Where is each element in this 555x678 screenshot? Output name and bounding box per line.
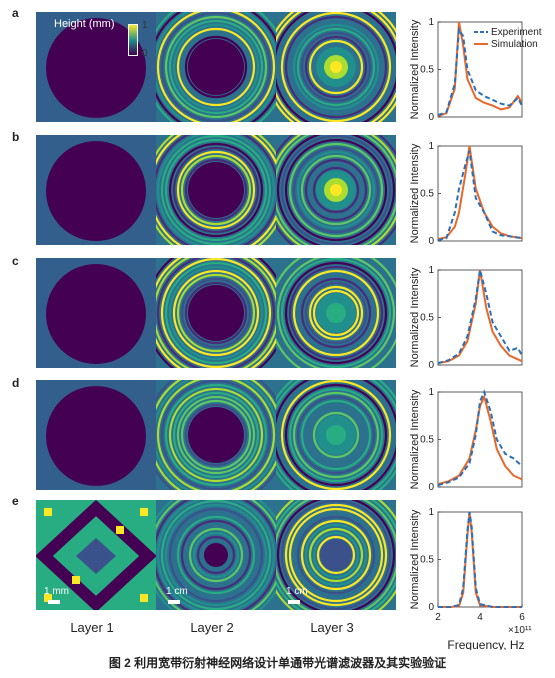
tile-row1-layer2	[156, 12, 276, 122]
spectrum-panel-b: 0 0.5 1 Normalized Intensity	[409, 141, 523, 247]
y-tick-label: 0	[428, 112, 434, 123]
figure-caption: 图 2 利用宽带衍射神经网络设计单通带光谱滤波器及其实验验证	[108, 656, 447, 670]
tile-row1-layer1	[36, 12, 156, 122]
y-tick-label: 0	[428, 602, 434, 613]
x-tick-label: 2	[435, 612, 441, 623]
y-tick-label: 0	[428, 482, 434, 493]
y-tick-label: 0.5	[420, 555, 434, 566]
spectrum-panel-e: 0 0.5 1 2 4 6 Normalized Intensity ×10¹¹ Frequen…	[409, 507, 532, 650]
tile-image	[156, 135, 276, 245]
legend-entry: Simulation	[491, 39, 538, 50]
row-label-e: e	[12, 494, 19, 508]
colorbar-label: Height (mm)	[54, 18, 115, 30]
y-tick-label: 1	[428, 265, 434, 276]
colorbar-gradient	[128, 24, 138, 56]
row-label-c: c	[12, 254, 19, 268]
tile-image	[276, 135, 396, 245]
y-tick-label: 0	[428, 236, 434, 247]
legend-entry: Experiment	[491, 27, 542, 38]
x-tick-label: 4	[477, 612, 483, 623]
tile-row4-layer1	[36, 380, 156, 490]
y-tick-label: 1	[428, 507, 434, 518]
tile-row2-layer1	[36, 135, 156, 245]
tile-row3-layer3	[276, 258, 396, 368]
y-tick-label: 0.5	[420, 435, 434, 446]
x-axis-label: Frequency, Hz	[447, 638, 524, 650]
tile-image	[36, 12, 156, 122]
column-label-layer1: Layer 1	[70, 620, 114, 635]
tile-row5-layer2	[156, 500, 276, 610]
tile-image	[276, 258, 396, 368]
tile-image	[36, 135, 156, 245]
colorbar-min: 0	[142, 48, 148, 59]
y-tick-label: 1	[428, 387, 434, 398]
row-label-a: a	[12, 6, 19, 20]
series-simulation	[437, 21, 523, 117]
tile-image	[276, 380, 396, 490]
scalebar-layer2	[168, 600, 180, 604]
tile-image	[36, 500, 156, 610]
series-experiment	[437, 269, 523, 365]
y-axis-label: Normalized Intensity	[409, 19, 421, 119]
tile-image	[36, 380, 156, 490]
tile-row4-layer2	[156, 380, 276, 490]
series-simulation	[437, 269, 523, 365]
y-tick-label: 0.5	[420, 189, 434, 200]
tile-image	[156, 380, 276, 490]
y-tick-label: 0	[428, 360, 434, 371]
tile-image	[36, 258, 156, 368]
plot-frame	[437, 145, 523, 242]
column-label-layer2: Layer 2	[190, 620, 234, 635]
tile-row2-layer3	[276, 135, 396, 245]
series-simulation	[437, 393, 523, 486]
tile-row5-layer3	[276, 500, 396, 610]
column-label-layer3: Layer 3	[310, 620, 354, 635]
colorbar-max: 1	[142, 20, 148, 31]
series-experiment	[437, 389, 523, 487]
y-axis-label: Normalized Intensity	[409, 389, 421, 489]
tile-image	[156, 12, 276, 122]
x-tick-label: 6	[519, 612, 525, 623]
series-experiment	[438, 511, 522, 608]
scalebar-label-layer3: 1 cm	[286, 586, 308, 597]
spectra-plots: 0 0.5 1 Normalized Intensity ExperimentSimul…	[409, 17, 542, 650]
x-multiplier: ×10¹¹	[508, 625, 532, 636]
y-tick-label: 0.5	[420, 313, 434, 324]
y-axis-label: Normalized Intensity	[409, 509, 421, 609]
row-label-b: b	[12, 130, 20, 144]
series-experiment	[437, 150, 523, 242]
tile-image	[276, 500, 396, 610]
tile-row2-layer2	[156, 135, 276, 245]
tile-image	[156, 500, 276, 610]
y-tick-label: 0.5	[420, 65, 434, 76]
y-axis-label: Normalized Intensity	[409, 143, 421, 243]
row-label-d: d	[12, 376, 20, 390]
plot-frame	[437, 511, 523, 608]
tile-row1-layer3	[276, 12, 396, 122]
scalebar-layer3	[288, 600, 300, 604]
y-axis-label: Normalized Intensity	[409, 267, 421, 367]
spectrum-panel-a: 0 0.5 1 Normalized Intensity ExperimentSimul…	[409, 17, 542, 123]
tile-image	[156, 258, 276, 368]
y-tick-label: 1	[428, 141, 434, 152]
tile-row5-layer1	[36, 500, 156, 610]
y-tick-label: 1	[428, 17, 434, 28]
spectrum-panel-d: 0 0.5 1 Normalized Intensity	[409, 387, 523, 493]
tile-image	[276, 12, 396, 122]
series-experiment	[437, 26, 523, 117]
tile-row3-layer2	[156, 258, 276, 368]
scalebar-label-layer2: 1 cm	[166, 586, 188, 597]
scalebar-layer1	[48, 600, 60, 604]
spectrum-panel-c: 0 0.5 1 Normalized Intensity	[409, 265, 523, 371]
tile-row3-layer1	[36, 258, 156, 368]
scalebar-label-layer1: 1 mm	[44, 586, 69, 597]
tile-row4-layer3	[276, 380, 396, 490]
